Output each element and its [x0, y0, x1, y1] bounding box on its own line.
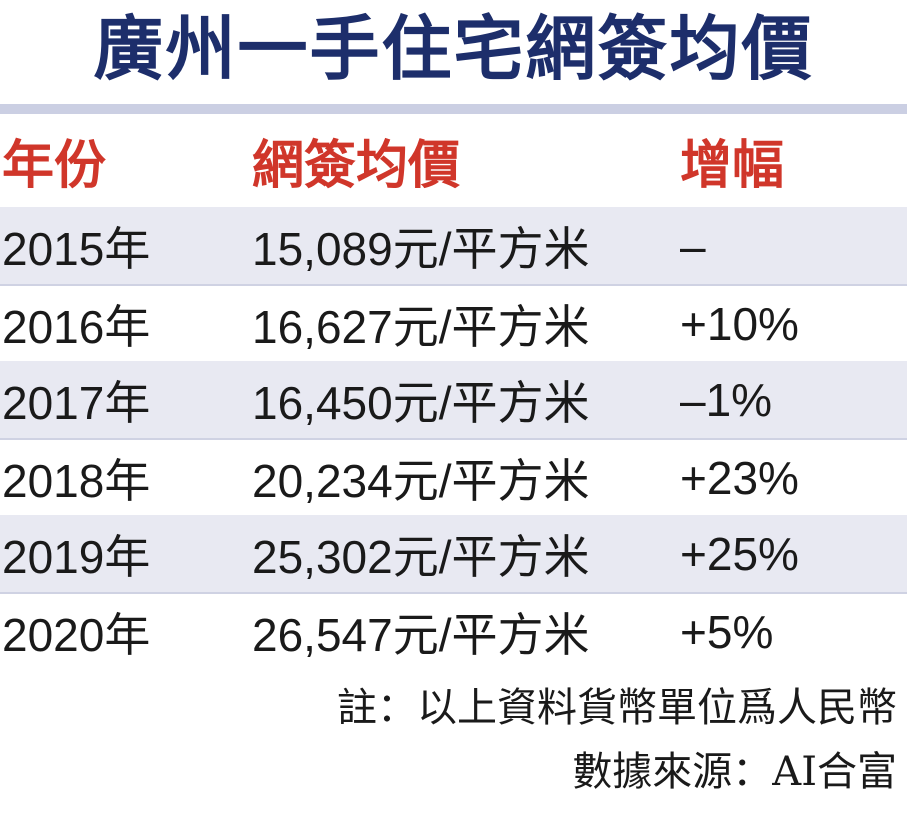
price-cell: 16,627元/平方米 [252, 300, 590, 353]
page-title: 廣州一手住宅網簽均價 [93, 7, 814, 90]
change-cell: +5% [680, 605, 774, 658]
header-change: 增幅 [680, 136, 785, 196]
price-cell: 20,234元/平方米 [252, 454, 590, 507]
header-year: 年份 [2, 136, 107, 196]
price-table: 年份 網簽均價 增幅 2015年 15,089元/平方米 – 2016年 16,… [0, 114, 907, 669]
year-cell: 2015年 [2, 222, 151, 275]
change-cell: +23% [680, 451, 799, 504]
year-cell: 2017年 [2, 376, 151, 429]
header-price: 網簽均價 [252, 136, 461, 196]
change-cell: +10% [680, 297, 799, 350]
table-row: 2017年 16,450元/平方米 –1% [0, 361, 907, 438]
year-cell: 2018年 [2, 454, 151, 507]
change-cell: –1% [680, 373, 773, 426]
table-row: 2019年 25,302元/平方米 +25% [0, 515, 907, 592]
table-row: 2020年 26,547元/平方米 +5% [0, 592, 907, 669]
table-header-row: 年份 網簽均價 增幅 [0, 114, 907, 207]
price-cell: 25,302元/平方米 [252, 530, 590, 583]
table-row: 2016年 16,627元/平方米 +10% [0, 284, 907, 361]
table-row: 2018年 20,234元/平方米 +23% [0, 438, 907, 515]
change-cell: – [680, 219, 706, 272]
table-row: 2015年 15,089元/平方米 – [0, 207, 907, 284]
title-divider [0, 104, 907, 114]
price-cell: 16,450元/平方米 [252, 376, 590, 429]
price-cell: 15,089元/平方米 [252, 222, 590, 275]
year-cell: 2019年 [2, 530, 151, 583]
year-cell: 2016年 [2, 300, 151, 353]
change-cell: +25% [680, 527, 799, 580]
footnotes: 註：以上資料貨幣單位爲人民幣 數據來源：AI合富 [337, 676, 897, 804]
data-source: 數據來源：AI合富 [572, 749, 897, 795]
price-cell: 26,547元/平方米 [252, 608, 590, 661]
year-cell: 2020年 [2, 608, 151, 661]
currency-note: 註：以上資料貨幣單位爲人民幣 [337, 685, 897, 731]
